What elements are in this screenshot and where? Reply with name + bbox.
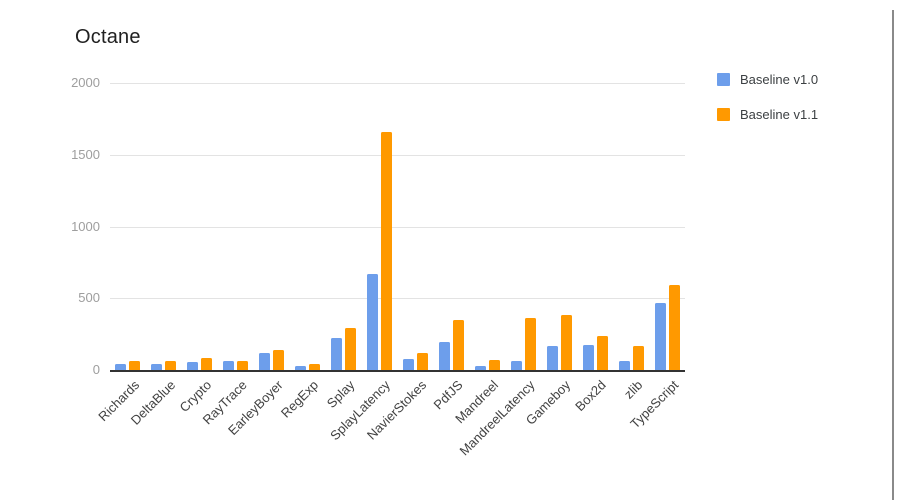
bar-baseline-v1.0-Gameboy[interactable] <box>546 346 558 370</box>
legend-label: Baseline v1.1 <box>740 107 819 122</box>
bar-baseline-v1.1-zlib[interactable] <box>632 345 644 370</box>
bar-baseline-v1.1-Richards[interactable] <box>129 361 141 370</box>
bar-baseline-v1.0-MandreelLatency[interactable] <box>510 361 522 370</box>
legend-swatch-icon <box>717 108 730 121</box>
bar-baseline-v1.0-Splay[interactable] <box>331 338 343 370</box>
y-axis-label-2000: 2000 <box>71 75 100 90</box>
bar-baseline-v1.0-PdfJS[interactable] <box>438 342 450 370</box>
bar-baseline-v1.0-DeltaBlue[interactable] <box>151 363 163 370</box>
gridline-1000 <box>110 226 685 228</box>
bar-baseline-v1.0-zlib[interactable] <box>618 361 630 370</box>
y-axis-label-500: 500 <box>78 290 100 306</box>
bar-baseline-v1.0-RegExp[interactable] <box>295 366 307 370</box>
x-axis-label-zlib: zlib <box>620 377 645 402</box>
bar-baseline-v1.1-EarleyBoyer[interactable] <box>273 349 285 370</box>
bar-baseline-v1.1-RegExp[interactable] <box>309 364 321 370</box>
bar-baseline-v1.0-SplayLatency[interactable] <box>367 273 379 370</box>
window-right-border <box>892 10 894 500</box>
bar-baseline-v1.0-NavierStokes[interactable] <box>402 359 414 370</box>
legend-item-baseline-v1.1: Baseline v1.1 <box>717 107 818 122</box>
legend-item-baseline-v1.0: Baseline v1.0 <box>717 72 818 87</box>
bar-baseline-v1.0-Crypto[interactable] <box>187 362 199 370</box>
bar-baseline-v1.1-Gameboy[interactable] <box>560 315 572 370</box>
bar-baseline-v1.1-RayTrace[interactable] <box>237 361 249 370</box>
chart-title: Octane <box>75 26 141 48</box>
bar-baseline-v1.0-Box2d[interactable] <box>582 344 594 370</box>
legend-swatch-icon <box>717 73 730 86</box>
legend: Baseline v1.0 Baseline v1.1 <box>717 72 818 142</box>
x-axis-label-Box2d: Box2d <box>572 377 610 414</box>
x-axis-baseline <box>110 370 685 372</box>
bar-baseline-v1.1-Splay[interactable] <box>345 328 357 370</box>
bar-baseline-v1.1-PdfJS[interactable] <box>452 319 464 370</box>
bar-baseline-v1.0-TypeScript[interactable] <box>654 302 666 370</box>
legend-label: Baseline v1.0 <box>740 72 819 87</box>
bar-baseline-v1.0-EarleyBoyer[interactable] <box>259 353 271 370</box>
bar-baseline-v1.1-MandreelLatency[interactable] <box>524 318 536 370</box>
bar-baseline-v1.1-Crypto[interactable] <box>201 357 213 370</box>
bar-baseline-v1.1-Mandreel[interactable] <box>488 359 500 370</box>
bar-baseline-v1.1-TypeScript[interactable] <box>668 285 680 370</box>
bar-baseline-v1.1-SplayLatency[interactable] <box>381 131 393 370</box>
bar-baseline-v1.0-RayTrace[interactable] <box>223 361 235 370</box>
gridline-500 <box>110 298 685 300</box>
gridline-2000 <box>110 83 685 84</box>
y-axis-label-0: 0 <box>92 362 100 377</box>
bar-baseline-v1.0-Mandreel[interactable] <box>474 365 486 370</box>
y-axis-label-1000: 1000 <box>71 218 100 234</box>
y-axis-label-1500: 1500 <box>71 146 100 162</box>
bar-baseline-v1.1-DeltaBlue[interactable] <box>165 360 177 370</box>
bar-baseline-v1.1-NavierStokes[interactable] <box>416 353 428 370</box>
bar-baseline-v1.1-Box2d[interactable] <box>596 335 608 370</box>
bar-baseline-v1.0-Richards[interactable] <box>115 364 127 370</box>
x-axis-label-RegExp: RegExp <box>278 377 322 421</box>
gridline-1500 <box>110 154 685 156</box>
